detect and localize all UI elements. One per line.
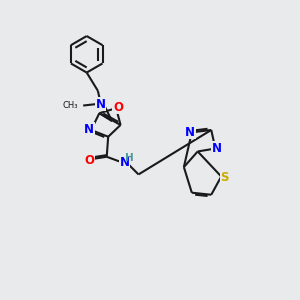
Text: N: N — [212, 142, 222, 155]
Text: N: N — [185, 126, 195, 139]
Text: N: N — [96, 98, 106, 111]
Text: N: N — [84, 123, 94, 136]
Text: CH₃: CH₃ — [62, 101, 78, 110]
Text: O: O — [84, 154, 94, 167]
Text: H: H — [125, 153, 134, 163]
Text: N: N — [119, 156, 129, 169]
Text: O: O — [113, 100, 123, 113]
Text: S: S — [220, 171, 229, 184]
